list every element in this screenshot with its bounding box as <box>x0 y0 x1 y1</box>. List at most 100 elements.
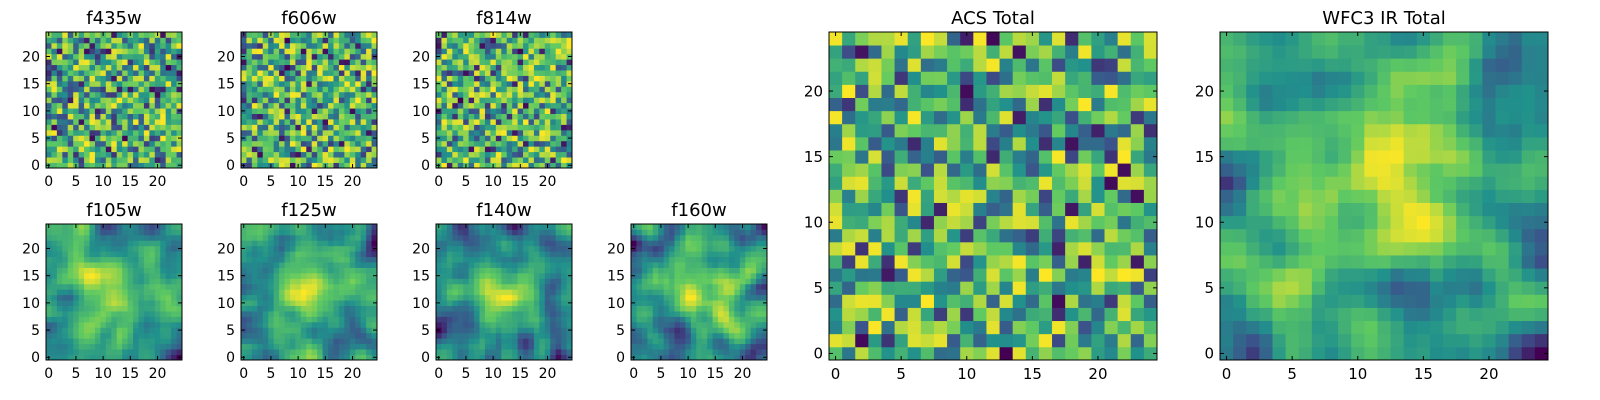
heatmap-cell <box>262 245 269 252</box>
heatmap-cell <box>734 283 741 290</box>
heatmap-cell <box>907 333 922 348</box>
heatmap-cell <box>523 311 529 317</box>
heatmap-cell <box>154 75 161 82</box>
heatmap-cell <box>696 283 703 290</box>
heatmap-cell <box>468 162 475 169</box>
heatmap-cell <box>566 283 573 290</box>
heatmap-cell <box>652 289 659 296</box>
heatmap-cell <box>154 146 161 153</box>
heatmap-cell <box>550 70 557 76</box>
heatmap-cell <box>636 305 643 312</box>
heatmap-cell <box>89 283 96 290</box>
heatmap-cell <box>734 321 741 328</box>
heatmap-cell <box>67 86 74 93</box>
heatmap-cell <box>165 151 172 158</box>
heatmap-cell <box>728 272 735 279</box>
heatmap-cell <box>468 64 475 71</box>
heatmap-cell <box>143 59 150 66</box>
heatmap-cell <box>322 86 329 93</box>
heatmap-cell <box>262 343 269 350</box>
heatmap-cell <box>550 349 557 355</box>
heatmap-cell <box>690 327 697 334</box>
heatmap-cell <box>149 86 156 93</box>
heatmap-cell <box>311 283 318 290</box>
heatmap-cell <box>111 294 118 301</box>
panel-title: f140w <box>476 200 531 221</box>
heatmap-cell <box>566 224 573 230</box>
heatmap-cell <box>143 64 150 71</box>
heatmap-cell <box>279 42 285 49</box>
heatmap-cell <box>1025 281 1040 295</box>
heatmap-cell <box>111 53 118 60</box>
heatmap-cell <box>523 251 529 258</box>
heatmap-cell <box>133 294 139 301</box>
y-tick-label: 20 <box>22 49 40 65</box>
heatmap-cell <box>539 64 546 71</box>
heatmap-cell <box>739 267 746 274</box>
heatmap-cell <box>344 151 351 158</box>
heatmap-cell <box>723 343 730 350</box>
heatmap-cell <box>56 256 63 263</box>
heatmap-cell <box>734 327 741 334</box>
heatmap-cell <box>501 151 508 158</box>
heatmap-cell <box>127 102 134 109</box>
heatmap-cell <box>268 113 275 120</box>
heatmap-cell <box>933 346 948 361</box>
heatmap-cell <box>523 321 529 328</box>
heatmap-cell <box>149 70 156 76</box>
heatmap-cell <box>371 113 378 120</box>
heatmap-cell <box>495 240 502 247</box>
heatmap-cell <box>669 289 675 296</box>
heatmap-cell <box>138 332 145 339</box>
heatmap-cell <box>647 311 654 317</box>
heatmap-cell <box>349 102 356 109</box>
heatmap-cell <box>679 262 686 268</box>
heatmap-cell <box>544 70 551 76</box>
heatmap-cell <box>561 42 567 49</box>
heatmap-cell <box>311 338 318 345</box>
heatmap-cell <box>641 267 648 274</box>
heatmap-cell <box>46 124 52 131</box>
heatmap-cell <box>533 229 540 236</box>
heatmap-cell <box>1078 215 1092 230</box>
heatmap-cell <box>284 75 291 82</box>
heatmap-cell <box>842 281 856 295</box>
heatmap-cell <box>561 135 567 142</box>
heatmap-cell <box>707 311 713 317</box>
heatmap-cell <box>73 129 80 136</box>
heatmap-cell <box>544 272 551 279</box>
heatmap-cell <box>663 229 670 236</box>
heatmap-cell <box>257 272 264 279</box>
heatmap-cell <box>111 283 118 290</box>
heatmap-cell <box>641 311 648 317</box>
heatmap-cell <box>51 256 58 263</box>
heatmap-cell <box>658 332 665 339</box>
heatmap-cell <box>360 338 367 345</box>
heatmap-cell <box>1065 241 1079 256</box>
heatmap-cell <box>349 332 356 339</box>
heatmap-cell <box>262 283 269 290</box>
heatmap-cell <box>960 189 974 203</box>
heatmap-cell <box>756 278 762 285</box>
heatmap-cell <box>457 240 464 247</box>
heatmap-cell <box>881 307 895 322</box>
heatmap-cell <box>154 119 161 125</box>
heatmap-cell <box>739 305 746 312</box>
heatmap-cell <box>143 91 150 98</box>
y-tick-label: 0 <box>31 350 40 366</box>
heatmap-cell <box>328 289 334 296</box>
heatmap-cell <box>289 48 296 55</box>
heatmap-cell <box>446 321 453 328</box>
heatmap-cell <box>484 305 491 312</box>
heatmap-cell <box>73 349 80 355</box>
y-tick-label: 15 <box>607 269 625 285</box>
heatmap-cell <box>561 272 567 279</box>
heatmap-cell <box>1130 294 1145 308</box>
heatmap-cell <box>89 245 96 252</box>
heatmap-cell <box>528 64 535 71</box>
heatmap-cell <box>528 354 535 361</box>
heatmap-cell <box>360 283 367 290</box>
heatmap-cell <box>495 80 502 87</box>
heatmap-cell <box>149 283 156 290</box>
heatmap-cell <box>89 256 96 263</box>
